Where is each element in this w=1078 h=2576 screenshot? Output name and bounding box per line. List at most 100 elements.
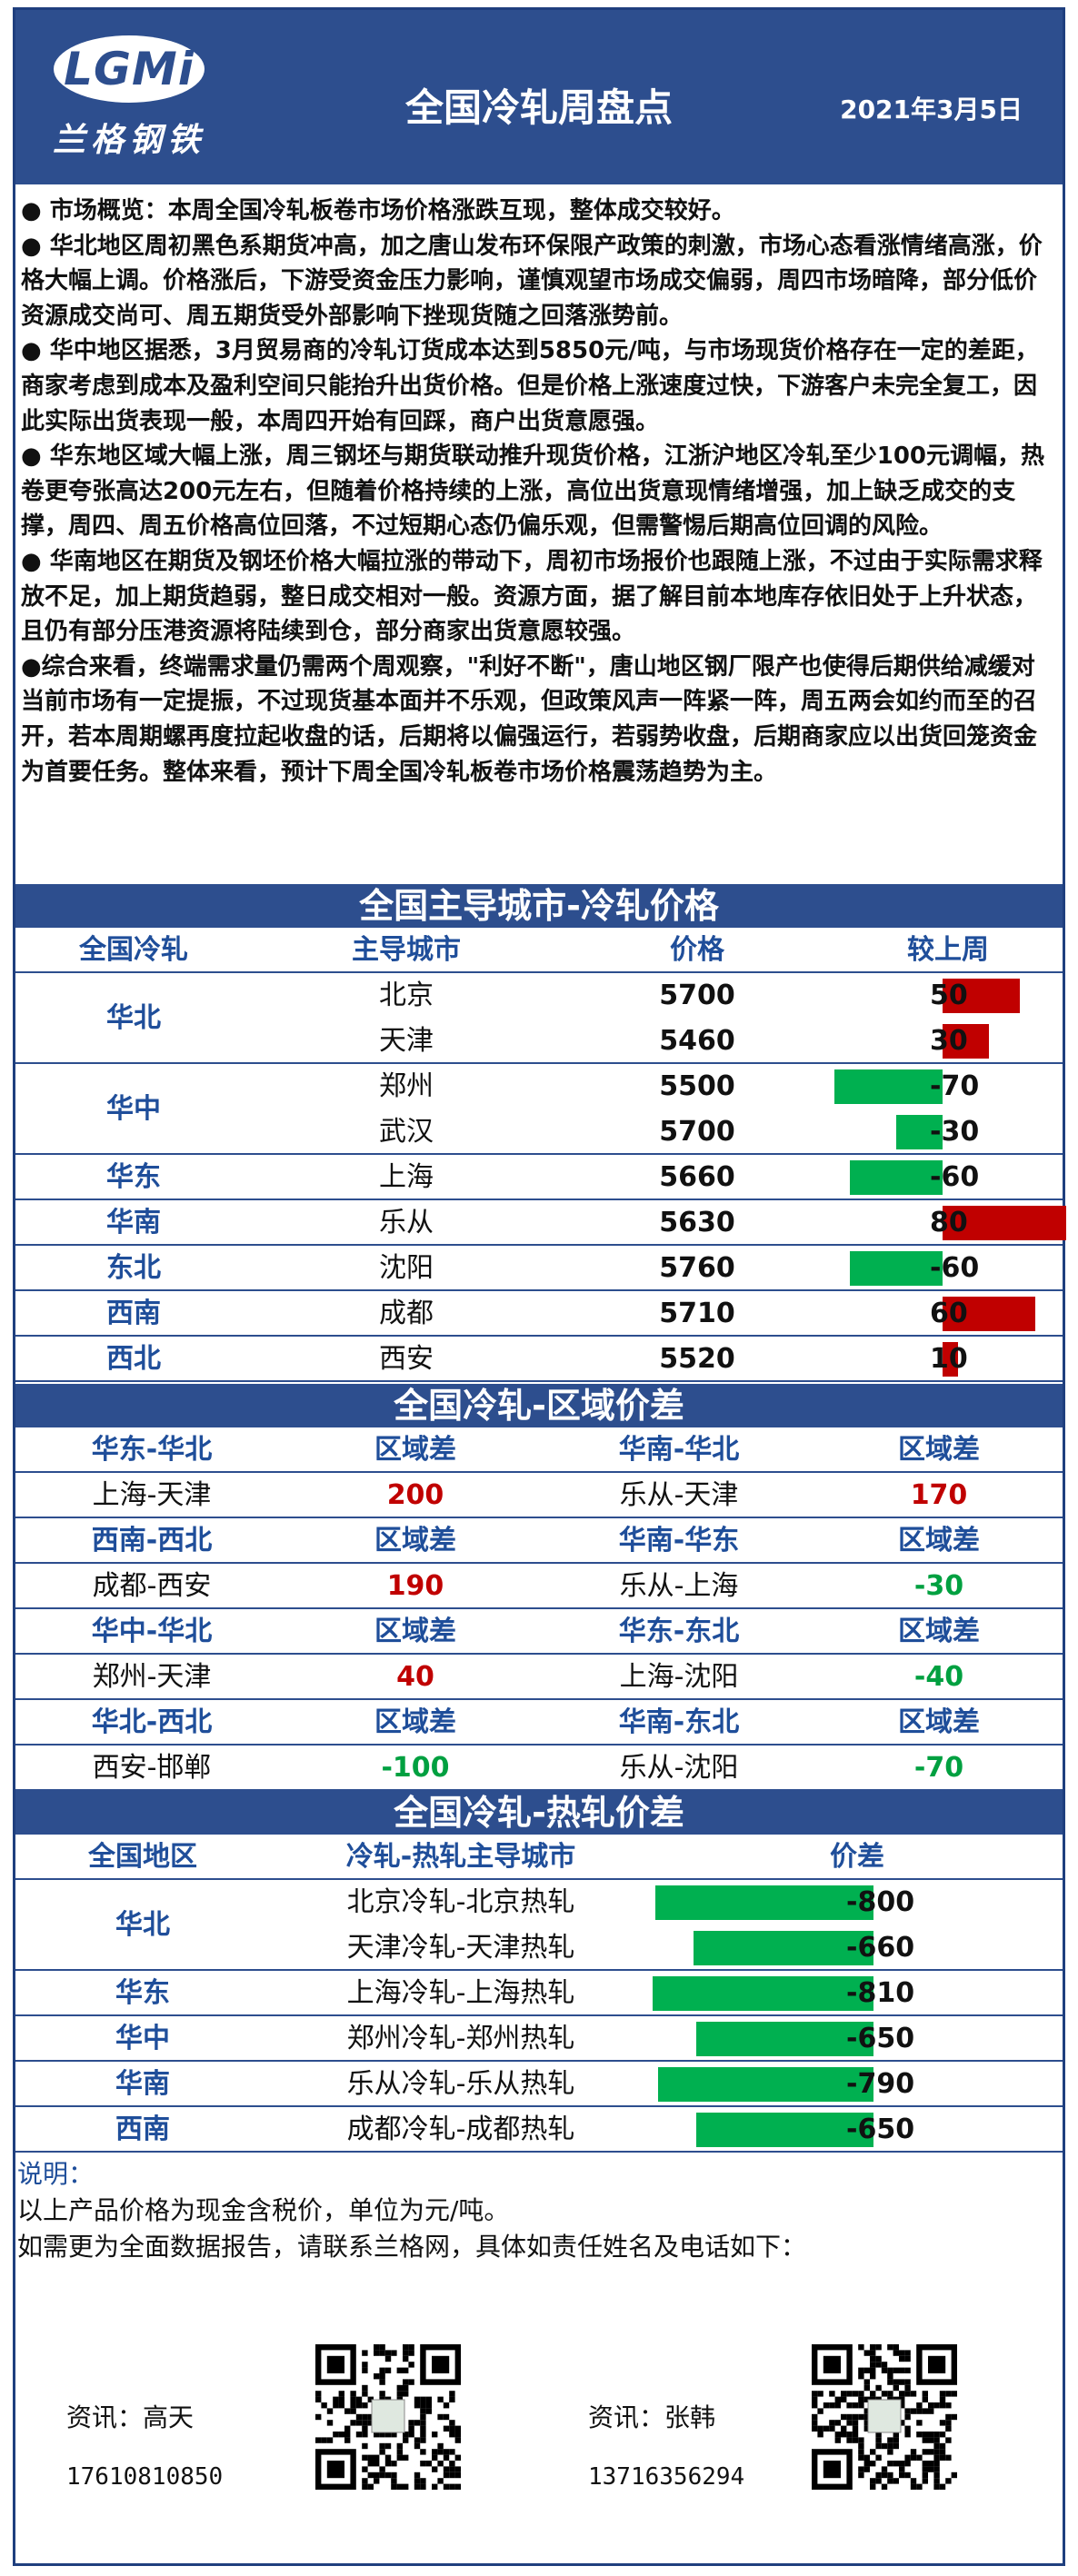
- diff-label: 区域差: [374, 1706, 456, 1738]
- diff-label: 区域差: [898, 1525, 980, 1557]
- city-name: 乐从: [379, 1207, 434, 1238]
- price-value: 5660: [659, 1161, 735, 1193]
- region-group: 华东 上海 5660 -60: [15, 1155, 1063, 1200]
- diff-bar: [655, 1885, 873, 1920]
- region-group: 西南 成都冷轧-成都热轧 -650: [15, 2107, 1063, 2153]
- city-name: 上海: [379, 1161, 434, 1193]
- footer-notes: 说明： 以上产品价格为现金含税价，单位为元/吨。 如需更为全面数据报告，请联系兰…: [17, 2156, 806, 2265]
- region-group: 华东 上海冷轧-上海热轧 -810: [15, 1971, 1063, 2016]
- city-name: 郑州: [379, 1070, 434, 1102]
- contact-name: 资讯：高天: [66, 2402, 195, 2432]
- city-pair: 乐从-天津: [619, 1479, 739, 1511]
- city-pair: 郑州-天津: [92, 1661, 212, 1693]
- market-summary: ● 市场概览：本周全国冷轧板卷市场价格涨跌互现，整体成交较好。 ● 华北地区周初…: [21, 194, 1057, 790]
- price-value: 5460: [659, 1025, 735, 1057]
- summary-paragraph: ● 华中地区据悉，3月贸易商的冷轧订货成本达到5850元/吨，与市场现货价格存在…: [21, 337, 1039, 435]
- column-header: 较上周: [907, 934, 989, 966]
- table-header-row: 全国地区 冷轧-热轧主导城市 价差: [15, 1835, 1063, 1880]
- region-label: 华南: [106, 1207, 161, 1238]
- note-line: 如需更为全面数据报告，请联系兰格网，具体如责任姓名及电话如下：: [17, 2232, 807, 2262]
- region-group: 东北 沈阳 5760 -60: [15, 1246, 1063, 1291]
- region-group: 华中 郑州 5500 -70 武汉 5700 -30: [15, 1064, 1063, 1155]
- notes-label: 说明：: [17, 2159, 95, 2189]
- summary-paragraph: ●综合来看，终端需求量仍需两个周观察，"利好不断"，唐山地区钢厂限产也使得后期供…: [21, 652, 1038, 786]
- diff-value-row: 郑州-天津 40 上海-沈阳 -40: [15, 1655, 1063, 1700]
- region-group: 西南 成都 5710 60: [15, 1291, 1063, 1337]
- region-label: 东北: [106, 1252, 161, 1284]
- change-bar-down: [850, 1251, 943, 1286]
- diff-label: 区域差: [374, 1525, 456, 1557]
- region-label: 华北: [106, 1002, 161, 1034]
- city-name: 武汉: [379, 1116, 434, 1148]
- city-pair: 上海-沈阳: [619, 1661, 739, 1693]
- city-name: 天津: [379, 1025, 434, 1057]
- diff-label: 区域差: [898, 1434, 980, 1466]
- diff-label: 区域差: [898, 1706, 980, 1738]
- region-label: 西南: [106, 1298, 161, 1329]
- region-label: 华南: [115, 2068, 170, 2100]
- diff-value: -650: [846, 2023, 915, 2054]
- change-value: 50: [930, 980, 968, 1011]
- city-pair: 西安-邯郸: [92, 1752, 212, 1784]
- lange-logo: LGMi 兰格钢铁: [52, 30, 206, 166]
- column-header: 冷轧-热轧主导城市: [345, 1841, 576, 1873]
- city-pair: 上海冷轧-上海热轧: [346, 1977, 575, 2009]
- region-label: 华东: [115, 1977, 170, 2009]
- diff-header-row: 华东-华北 区域差 华南-华北 区域差: [15, 1427, 1063, 1473]
- price-value: 5500: [659, 1070, 735, 1102]
- change-bar-up: [943, 1297, 1035, 1331]
- region-group: 华北 北京 5700 50 天津 5460 30: [15, 973, 1063, 1064]
- diff-value: -100: [381, 1752, 450, 1784]
- report-page: LGMi 兰格钢铁 全国冷轧周盘点 2021年3月5日 ● 市场概览：本周全国冷…: [13, 7, 1066, 2566]
- qr-code-icon: [812, 2340, 957, 2494]
- region-pair-label: 华北-西北: [91, 1706, 213, 1738]
- diff-bar: [658, 2067, 873, 2102]
- city-pair: 北京冷轧-北京热轧: [346, 1886, 575, 1918]
- city-pair: 郑州冷轧-郑州热轧: [346, 2023, 575, 2054]
- region-group: 华北 北京冷轧-北京热轧 -800 天津冷轧-天津热轧 -660: [15, 1880, 1063, 1971]
- column-header: 全国地区: [88, 1841, 197, 1873]
- change-bar-down: [896, 1115, 943, 1149]
- region-label: 西北: [106, 1343, 161, 1375]
- table-header-row: 全国冷轧 主导城市 价格 较上周: [15, 928, 1063, 973]
- region-label: 华北: [115, 1909, 170, 1941]
- diff-value: -40: [913, 1661, 964, 1693]
- region-pair-label: 华南-华北: [618, 1434, 740, 1466]
- city-pair: 乐从-上海: [619, 1570, 739, 1602]
- change-bar-up: [943, 979, 1020, 1013]
- qr-code-icon: [315, 2340, 461, 2494]
- summary-paragraph: ● 华北地区周初黑色系期货冲高，加之唐山发布环保限产政策的刺激，市场心态看涨情绪…: [21, 232, 1043, 330]
- diff-value: -790: [846, 2068, 915, 2100]
- change-bar-down: [834, 1069, 943, 1104]
- city-pair: 成都-西安: [92, 1570, 212, 1602]
- change-value: 60: [930, 1298, 968, 1329]
- diff-value: -70: [913, 1752, 964, 1784]
- diff-value: -800: [846, 1886, 915, 1918]
- region-group: 华南 乐从冷轧-乐从热轧 -790: [15, 2062, 1063, 2107]
- region-pair-label: 华东-华北: [91, 1434, 213, 1466]
- city-pair: 成都冷轧-成都热轧: [346, 2114, 575, 2145]
- hot-cold-table: 全国地区 冷轧-热轧主导城市 价差 华北 北京冷轧-北京热轧 -800 天津冷轧-天津热轧 -…: [15, 1835, 1063, 2158]
- diff-header-row: 华北-西北 区域差 华南-东北 区域差: [15, 1700, 1063, 1746]
- diff-header-row: 华中-华北 区域差 华东-东北 区域差: [15, 1609, 1063, 1655]
- price-value: 5700: [659, 1116, 735, 1148]
- diff-header-row: 西南-西北 区域差 华南-华东 区域差: [15, 1518, 1063, 1564]
- region-diff-title: 全国冷轧-区域价差: [15, 1384, 1063, 1427]
- city-pair: 天津冷轧-天津热轧: [346, 1932, 575, 1964]
- change-bar-up: [943, 1024, 989, 1059]
- logo-oval: LGMi: [54, 35, 205, 103]
- price-value: 5710: [659, 1298, 735, 1329]
- city-pair: 乐从冷轧-乐从热轧: [346, 2068, 575, 2100]
- hot-cold-title: 全国冷轧-热轧价差: [15, 1791, 1063, 1835]
- change-value: -60: [930, 1161, 980, 1193]
- note-line: 以上产品价格为现金含税价，单位为元/吨。: [17, 2195, 510, 2225]
- logo-text: LGMi: [64, 43, 195, 95]
- diff-value: -660: [846, 1932, 915, 1964]
- change-value: 10: [930, 1343, 968, 1375]
- diff-value: -30: [913, 1570, 964, 1602]
- price-value: 5520: [659, 1343, 735, 1375]
- region-group: 西北 西安 5520 10: [15, 1337, 1063, 1382]
- page-title: 全国冷轧周盘点: [404, 85, 673, 130]
- region-pair-label: 华南-华东: [618, 1525, 740, 1557]
- diff-label: 区域差: [898, 1616, 980, 1647]
